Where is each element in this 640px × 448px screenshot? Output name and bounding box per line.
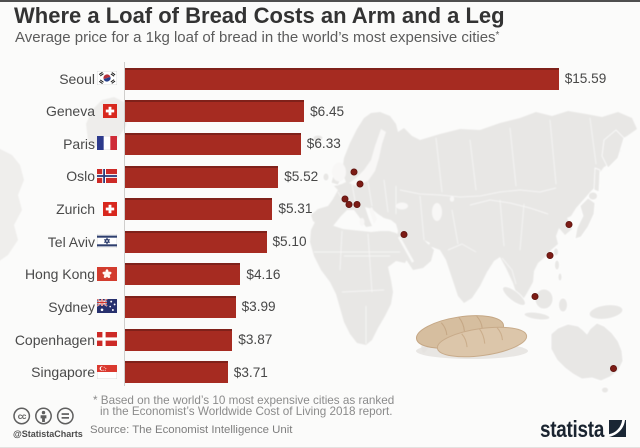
svg-text:cc: cc bbox=[18, 411, 27, 421]
